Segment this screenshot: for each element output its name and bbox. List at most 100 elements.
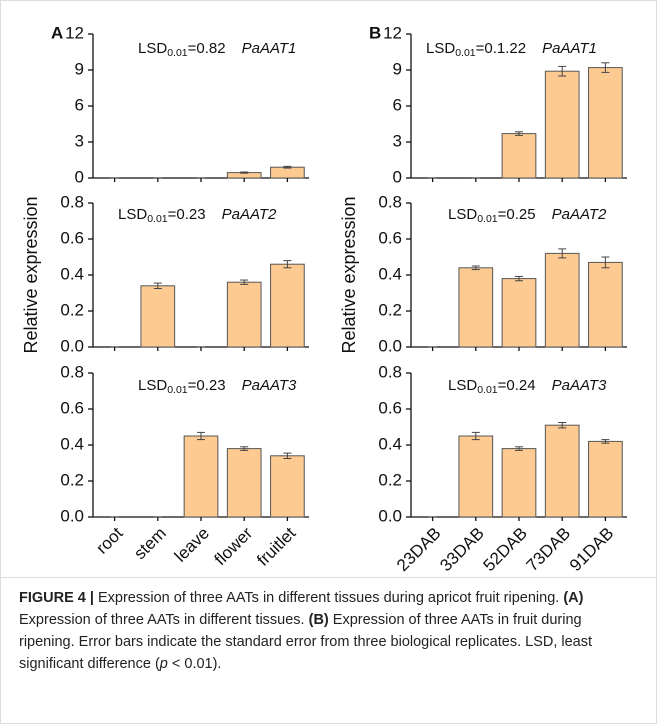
bar	[588, 440, 623, 518]
annotation-subscript: 0.01	[477, 384, 498, 396]
y-axis-label: Relative expression	[21, 196, 41, 353]
error-bar	[471, 265, 480, 271]
annotation: LSD0.01=0.24 PaAAT3	[448, 377, 607, 396]
panel-label: A	[51, 23, 63, 42]
x-tick-label: flower	[211, 523, 257, 569]
caption-segment: < 0.01).	[167, 656, 222, 672]
bar	[183, 435, 219, 518]
bar	[458, 435, 494, 518]
error-bar	[197, 431, 205, 441]
y-tick-label: 0.8	[60, 362, 84, 381]
annotation-subscript: 0.01	[167, 384, 188, 396]
y-tick-label: 0.0	[378, 506, 402, 525]
y-tick-label: 0.6	[378, 228, 402, 247]
y-tick-label: 9	[75, 59, 84, 78]
x-tick-label: 91DAB	[566, 524, 618, 576]
error-bar	[601, 62, 610, 73]
error-bar	[283, 260, 292, 269]
y-tick-label: 0.2	[378, 470, 402, 489]
error-bar	[240, 171, 249, 174]
annotation-prefix: LSD	[426, 40, 455, 57]
bar	[588, 67, 623, 179]
y-tick-label: 6	[75, 95, 84, 114]
x-tick-label: fruitlet	[253, 523, 299, 569]
annotation-suffix: =0.82	[188, 40, 226, 57]
error-bar	[240, 446, 249, 451]
bar	[270, 263, 305, 348]
annotation-prefix: LSD	[118, 206, 147, 223]
y-tick-label: 0.6	[60, 228, 84, 247]
error-bar	[153, 282, 162, 289]
y-tick-label: 6	[393, 95, 402, 114]
y-tick-label: 3	[393, 131, 402, 150]
x-tick-label: 23DAB	[393, 524, 445, 576]
bar	[270, 455, 305, 518]
y-tick-label: 12	[383, 23, 402, 42]
y-tick-label: 9	[393, 59, 402, 78]
annotation-suffix: =0.23	[188, 377, 226, 394]
error-bar	[471, 431, 480, 441]
separator	[1, 577, 656, 578]
gene-name: PaAAT1	[242, 40, 297, 57]
gene-name: PaAAT3	[242, 377, 297, 394]
x-tick-label: 73DAB	[523, 524, 575, 576]
x-tick-label: stem	[130, 524, 169, 563]
annotation-suffix: =0.25	[498, 206, 536, 223]
x-tick-label: 33DAB	[436, 524, 488, 576]
y-tick-label: 0.0	[378, 336, 402, 355]
bar	[270, 166, 305, 179]
annotation-prefix: LSD	[138, 40, 167, 57]
bar	[226, 281, 262, 348]
annotation-subscript: 0.01	[477, 213, 498, 225]
x-tick-label: leave	[171, 524, 213, 566]
bar	[544, 424, 580, 518]
y-tick-label: 0	[75, 167, 84, 186]
panel-label: B	[369, 23, 381, 42]
caption-segment: Expression of three AATs in different ti…	[19, 590, 588, 628]
annotation-prefix: LSD	[448, 377, 477, 394]
y-tick-label: 0.2	[378, 300, 402, 319]
annotation-suffix: =0.1.22	[476, 40, 526, 57]
caption-segment: (A)	[563, 590, 584, 606]
y-tick-label: 0.4	[60, 434, 84, 453]
annotation-prefix: LSD	[448, 206, 477, 223]
error-bar	[515, 131, 523, 136]
annotation-prefix: LSD	[138, 377, 167, 394]
caption-segment: p	[159, 656, 168, 672]
bar	[458, 267, 494, 348]
annotation-suffix: =0.24	[498, 377, 536, 394]
y-tick-label: 0.6	[378, 398, 402, 417]
y-tick-label: 0.0	[60, 506, 84, 525]
y-tick-label: 0.2	[60, 300, 84, 319]
y-tick-label: 0.6	[60, 398, 84, 417]
bar	[588, 261, 623, 348]
caption-segment: FIGURE 4 |	[19, 590, 94, 606]
y-tick-label: 0.4	[378, 434, 402, 453]
error-bar	[283, 452, 292, 459]
y-tick-label: 0.4	[378, 264, 402, 283]
bar	[140, 285, 176, 348]
caption-segment: Expression of three AATs in different ti…	[93, 590, 564, 606]
error-bar	[601, 256, 610, 269]
bar	[544, 70, 580, 179]
y-tick-label: 0.0	[60, 336, 84, 355]
x-tick-label: root	[92, 523, 126, 557]
error-bar	[558, 65, 567, 77]
y-tick-label: 0.8	[60, 192, 84, 211]
y-tick-label: 0.8	[378, 362, 402, 381]
annotation-subscript: 0.01	[455, 47, 476, 59]
y-tick-label: 3	[75, 131, 84, 150]
annotation: LSD0.01=0.25 PaAAT2	[448, 206, 607, 225]
error-bar	[515, 446, 523, 451]
annotation-suffix: =0.23	[168, 206, 206, 223]
bar	[226, 448, 262, 518]
error-bar	[283, 165, 292, 169]
annotation: LSD0.01=0.23 PaAAT2	[118, 206, 277, 225]
caption-segment: Expression of three AATs in fruit during…	[19, 612, 597, 672]
gene-name: PaAAT1	[542, 40, 597, 57]
y-tick-label: 12	[65, 23, 84, 42]
error-bar	[558, 248, 567, 259]
error-bar	[515, 275, 523, 282]
gene-name: PaAAT3	[552, 377, 607, 394]
